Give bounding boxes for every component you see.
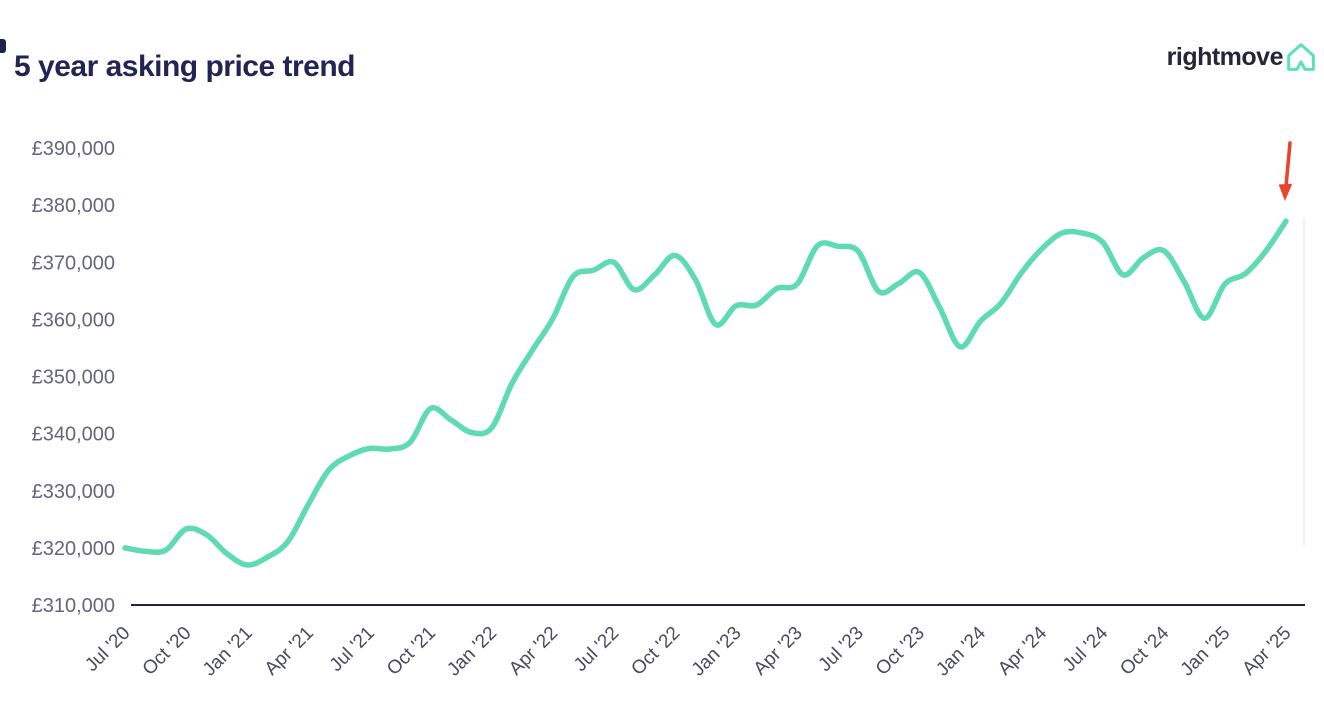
x-tick-label: Jan '21 [199, 623, 257, 681]
y-tick-label: £390,000 [32, 138, 115, 160]
y-tick-label: £330,000 [32, 481, 115, 503]
chart-title: 5 year asking price trend [14, 50, 356, 83]
x-tick-label: Apr '25 [1239, 623, 1296, 680]
x-tick-label: Jan '23 [688, 623, 746, 681]
x-axis-tick-labels: Jul '20 Oct '20 Jan '21 Apr '21 Jul '21 Oct '… [81, 622, 1295, 680]
y-tick-label: £310,000 [32, 595, 115, 617]
x-tick-label: Jul '22 [570, 623, 623, 676]
asking-price-series-line [122, 218, 1289, 568]
arrow-head [1278, 183, 1293, 201]
arrow-shaft [1284, 141, 1292, 188]
rightmove-logo: rightmove [1167, 42, 1316, 72]
y-axis-tick-labels: £310,000 £320,000 £330,000 £340,000 £350,000… [32, 138, 115, 617]
cropped-edge-artifact [0, 39, 6, 53]
x-tick-label: Oct '20 [139, 623, 196, 680]
y-tick-label: £380,000 [32, 195, 115, 217]
y-tick-label: £360,000 [32, 309, 115, 331]
x-tick-label: Jul '21 [326, 623, 379, 676]
x-tick-label: Jan '25 [1177, 623, 1235, 681]
logo-brand-text: rightmove [1166, 42, 1284, 71]
x-tick-label: Apr '23 [750, 623, 807, 680]
x-tick-label: Jan '24 [932, 622, 990, 680]
rightmove-house-icon [1287, 43, 1315, 71]
y-tick-label: £320,000 [32, 538, 115, 560]
x-tick-label: Jul '23 [815, 623, 868, 676]
x-tick-label: Apr '22 [505, 623, 562, 680]
x-tick-label: Jul '24 [1059, 622, 1113, 676]
x-tick-label: Oct '22 [627, 623, 684, 680]
x-tick-label: Apr '24 [994, 622, 1051, 679]
latest-point-arrow-annotation [1278, 141, 1293, 201]
x-tick-label: Apr '21 [261, 623, 318, 680]
x-tick-label: Jul '20 [81, 623, 134, 676]
x-tick-label: Jan '22 [443, 623, 501, 681]
x-tick-label: Oct '21 [383, 623, 440, 680]
y-tick-label: £370,000 [32, 252, 115, 274]
y-tick-label: £340,000 [32, 424, 115, 446]
x-tick-label: Oct '23 [872, 623, 929, 680]
y-tick-label: £350,000 [32, 367, 115, 389]
x-tick-label: Oct '24 [1116, 622, 1173, 679]
